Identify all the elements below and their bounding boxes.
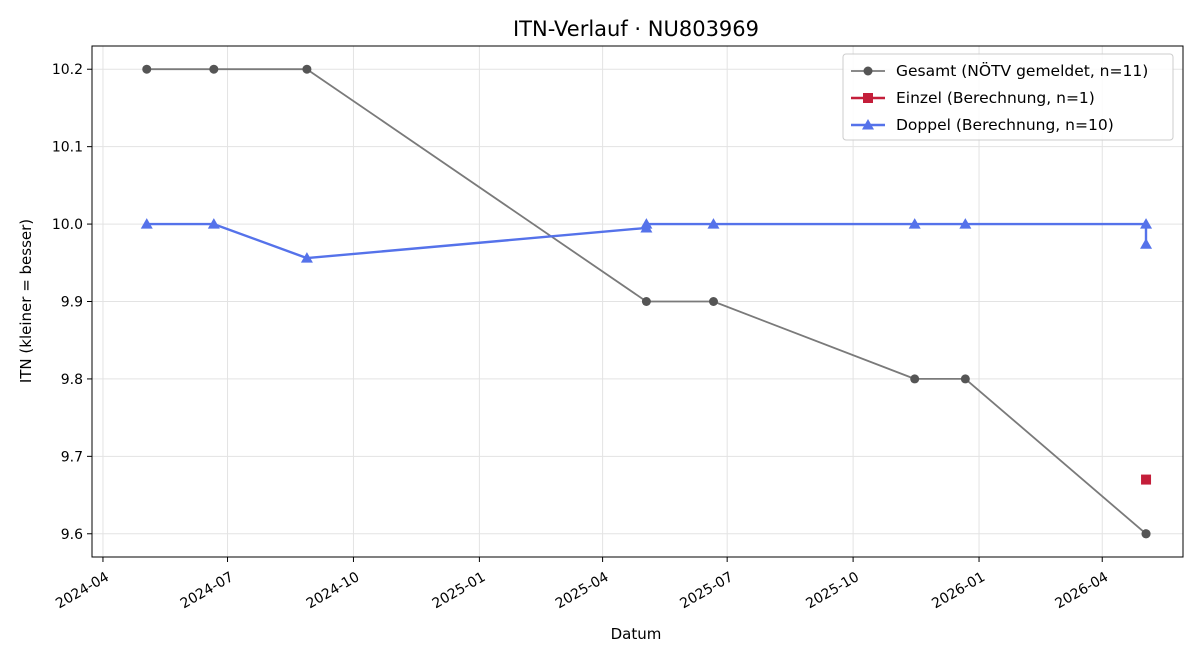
- series-line: [146, 68, 1147, 535]
- data-point: [640, 218, 653, 229]
- legend-label: Einzel (Berechnung, n=1): [896, 89, 1095, 107]
- data-point: [707, 218, 720, 229]
- legend-label: Gesamt (NÖTV gemeldet, n=11): [896, 61, 1148, 80]
- series-layer: [140, 64, 1153, 539]
- data-point: [960, 374, 970, 384]
- legend-item: Doppel (Berechnung, n=10): [851, 116, 1114, 134]
- y-tick-label: 9.7: [61, 449, 83, 465]
- data-point: [142, 64, 152, 74]
- legend-item: Einzel (Berechnung, n=1): [851, 89, 1095, 107]
- data-point: [300, 252, 313, 263]
- y-tick-label: 9.8: [61, 372, 83, 388]
- data-point: [641, 297, 651, 306]
- series-2: [1141, 474, 1152, 485]
- x-tick-label: 2026-01: [929, 569, 988, 612]
- data-point: [1140, 218, 1153, 229]
- legend-label: Doppel (Berechnung, n=10): [896, 116, 1114, 134]
- y-tick-label: 9.6: [61, 527, 83, 543]
- x-axis: 2024-04 2024-07 2024-10 2025-01 2025-04 2025-…: [53, 557, 1111, 612]
- series-1: [142, 64, 1151, 539]
- data-point: [708, 297, 718, 306]
- chart-title: ITN-Verlauf · NU803969: [513, 17, 759, 41]
- legend-marker: [863, 66, 873, 76]
- data-point: [302, 64, 312, 74]
- x-tick-label: 2025-10: [803, 569, 862, 612]
- legend-marker: [862, 119, 874, 130]
- data-point: [1140, 238, 1153, 249]
- legend: Gesamt (NÖTV gemeldet, n=11) Einzel (Bere…: [842, 53, 1174, 141]
- data-point: [207, 218, 220, 229]
- x-tick-label: 2024-07: [178, 569, 237, 612]
- series-line: [146, 222, 1148, 260]
- data-point: [209, 64, 219, 74]
- data-point: [910, 374, 920, 384]
- data-point: [1141, 474, 1152, 485]
- data-point: [1141, 529, 1151, 539]
- x-tick-label: 2024-04: [53, 569, 112, 612]
- y-axis: 9.6 9.7 9.8 9.9 10.0 10.1 10.2: [52, 62, 92, 543]
- y-tick-label: 10.2: [52, 62, 83, 78]
- x-tick-label: 2025-01: [430, 569, 489, 612]
- data-point: [959, 218, 972, 229]
- legend-item: Gesamt (NÖTV gemeldet, n=11): [851, 61, 1148, 80]
- y-axis-title: ITN (kleiner = besser): [17, 219, 35, 383]
- data-point: [908, 218, 921, 229]
- legend-marker: [863, 93, 873, 103]
- y-tick-label: 9.9: [61, 295, 83, 311]
- x-tick-label: 2025-04: [553, 569, 612, 612]
- x-tick-label: 2026-04: [1052, 569, 1111, 612]
- y-tick-label: 10.1: [52, 140, 83, 156]
- series-3: [140, 218, 1153, 263]
- data-point: [140, 218, 153, 229]
- x-tick-label: 2024-10: [304, 569, 363, 612]
- y-tick-label: 10.0: [52, 217, 83, 233]
- x-tick-label: 2025-07: [677, 569, 736, 612]
- legend-box: [842, 53, 1174, 141]
- x-axis-title: Datum: [611, 625, 662, 643]
